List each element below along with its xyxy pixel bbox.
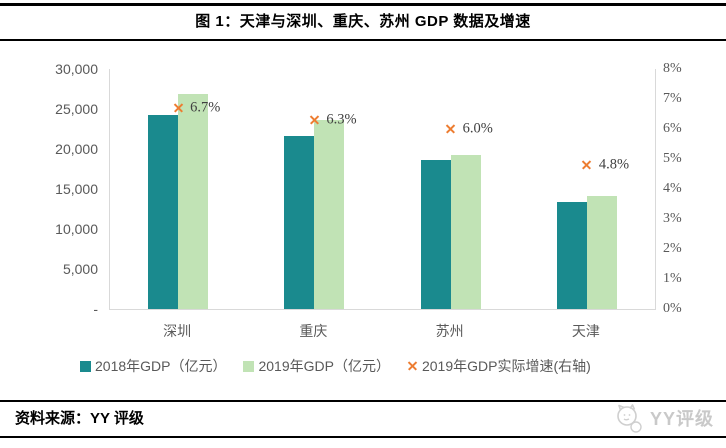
bar-2019-gdp-cat2 [314,120,345,309]
cat-logo-icon [614,403,646,433]
right-axis-tick: 8% [663,61,682,76]
bar-2019-gdp-cat4 [586,196,617,309]
right-axis-tick: 4% [663,181,682,196]
legend-x-marker-icon [407,361,418,372]
bar-2018-gdp-cat3 [420,160,451,309]
right-axis-tick: 5% [663,151,682,166]
growth-value-label-cat2: 6.3% [326,111,357,128]
plot-area: 6.7% 6.3% 6.0% 4.8% [109,69,656,310]
footer-divider-line [0,400,726,402]
left-value-axis: 30,000 25,000 20,000 15,000 10,000 5,000 - [0,61,98,317]
right-axis-tick: 3% [663,211,682,226]
growth-x-marker-cat3 [445,124,456,135]
left-axis-tick: 25,000 [55,101,98,117]
bar-2018-gdp-cat1 [148,115,179,309]
category-label-cat2: 重庆 [299,323,328,339]
legend-item-2019-gdp: 2019年GDP（亿元） [243,356,390,376]
right-percent-axis: 8% 7% 6% 5% 4% 3% 2% 1% 0% [663,61,723,316]
left-axis-tick: 5,000 [62,261,98,277]
legend-swatch-icon [80,360,91,372]
title-divider-line [0,39,726,41]
right-axis-tick: 6% [663,121,682,136]
bar-2019-gdp-cat3 [450,155,481,309]
chart-title: 图 1：天津与深圳、重庆、苏州 GDP 数据及增速 [195,13,531,30]
left-axis-tick: - [93,301,98,317]
left-axis-tick: 30,000 [55,61,98,77]
source-text: 资料来源：YY 评级 [15,410,144,427]
left-axis-tick: 15,000 [55,181,98,197]
bar-2018-gdp-cat4 [556,202,587,309]
left-axis-tick: 20,000 [55,141,98,157]
watermark-text: YY评级 [649,409,714,429]
legend-item-2018-gdp: 2018年GDP（亿元） [80,356,226,376]
right-axis-tick: 0% [663,301,682,316]
category-label-cat1: 深圳 [163,323,192,339]
category-label-cat4: 天津 [571,323,600,339]
growth-value-label-cat4: 4.8% [598,156,630,173]
watermark: YY评级 [614,403,714,433]
legend-label: 2019年GDP（亿元） [258,358,390,374]
legend-swatch-icon [243,360,255,372]
bottom-border-line [0,436,726,438]
bar-2018-gdp-cat2 [284,136,315,309]
growth-x-marker-cat4 [581,160,592,171]
chart-legend: 2018年GDP（亿元） 2019年GDP（亿元） 2019年GDP实际增速(右轴) [80,356,591,376]
category-axis: 深圳 重庆 苏州 天津 [109,321,654,341]
left-axis-tick: 10,000 [55,221,98,237]
legend-item-growth: 2019年GDP实际增速(右轴) [407,356,591,376]
growth-x-marker-cat2 [309,115,320,126]
growth-value-label-cat3: 6.0% [462,120,493,137]
bar-2019-gdp-cat1 [178,93,209,309]
growth-x-marker-cat1 [173,103,184,114]
category-label-cat3: 苏州 [435,323,464,339]
right-axis-tick: 2% [663,241,682,256]
top-border-line [0,3,726,6]
growth-value-label-cat1: 6.7% [190,99,221,116]
legend-label: 2019年GDP实际增速(右轴) [421,358,591,374]
legend-label: 2018年GDP（亿元） [95,358,227,374]
right-axis-tick: 1% [663,271,682,286]
right-axis-tick: 7% [663,91,682,106]
